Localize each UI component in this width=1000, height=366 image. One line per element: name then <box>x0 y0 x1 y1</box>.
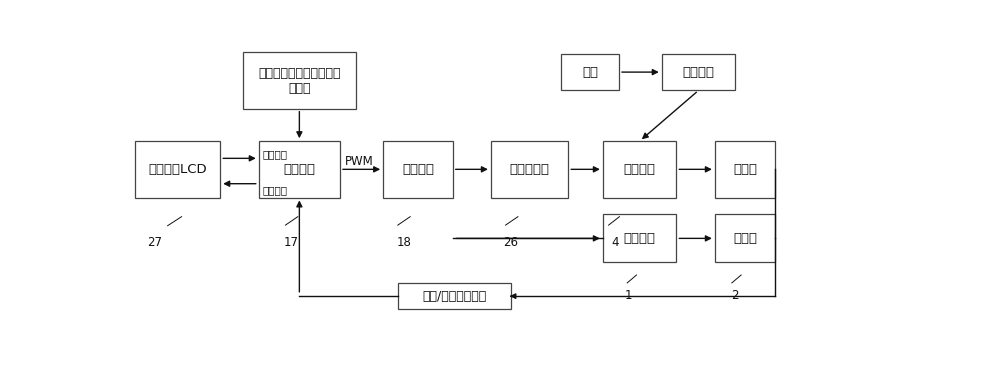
Text: 换档气缸: 换档气缸 <box>624 163 656 176</box>
Text: 微控制器: 微控制器 <box>283 163 315 176</box>
Text: 26: 26 <box>503 236 518 249</box>
Text: 换档电磁阀: 换档电磁阀 <box>510 163 550 176</box>
Text: 人机界面LCD: 人机界面LCD <box>148 163 207 176</box>
Bar <box>491 141 568 198</box>
Bar <box>259 141 340 198</box>
Text: 气源: 气源 <box>582 66 598 79</box>
Bar <box>135 141 220 198</box>
Text: 18: 18 <box>397 236 411 249</box>
Bar <box>561 54 619 90</box>
Bar <box>603 141 676 198</box>
Bar <box>603 214 676 262</box>
Bar <box>383 141 453 198</box>
Text: 气压调节: 气压调节 <box>682 66 714 79</box>
Text: 换档杆: 换档杆 <box>733 163 757 176</box>
Text: 选档电机: 选档电机 <box>624 232 656 245</box>
Bar <box>715 214 775 262</box>
Bar <box>243 52 356 109</box>
Text: 选档轴: 选档轴 <box>733 232 757 245</box>
Text: 2: 2 <box>731 289 739 302</box>
Bar <box>662 54 735 90</box>
Text: 4: 4 <box>611 236 619 249</box>
Text: 输入指令: 输入指令 <box>263 149 288 160</box>
Bar <box>398 283 511 309</box>
Text: 17: 17 <box>284 236 299 249</box>
Text: 变速器轴转速、油温等信
号采集: 变速器轴转速、油温等信 号采集 <box>258 67 341 94</box>
Text: PWM: PWM <box>345 155 373 168</box>
Bar <box>715 141 775 198</box>
Text: 角度/拉压力传感器: 角度/拉压力传感器 <box>422 290 486 303</box>
Text: 驱动电路: 驱动电路 <box>402 163 434 176</box>
Text: 27: 27 <box>147 236 162 249</box>
Text: 1: 1 <box>625 289 633 302</box>
Text: 输出显示: 输出显示 <box>263 185 288 195</box>
